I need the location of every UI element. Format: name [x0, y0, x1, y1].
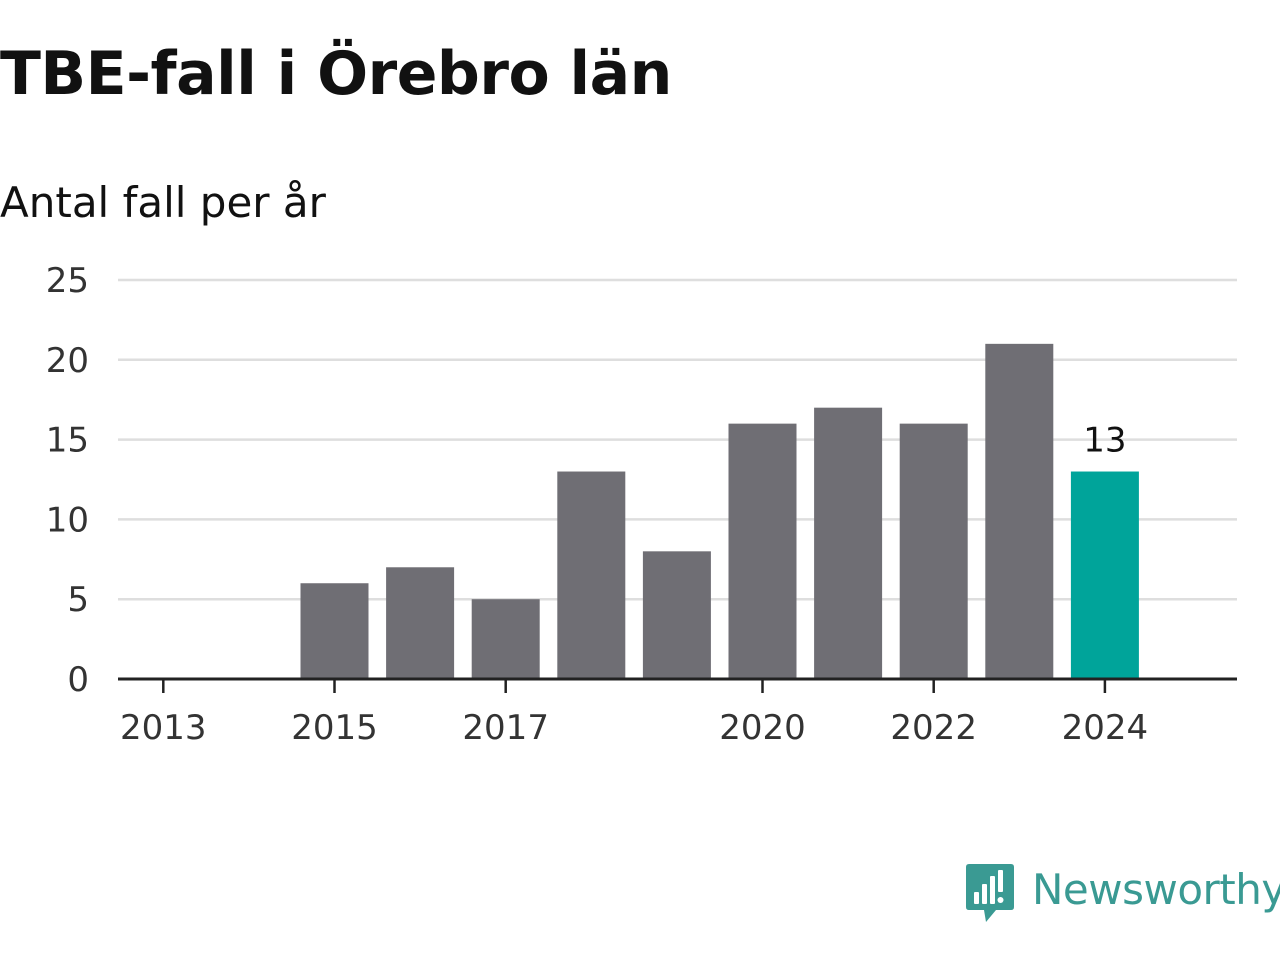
bar-2023	[985, 343, 1054, 679]
bars	[300, 343, 1139, 679]
x-tick-label: 2017	[462, 708, 549, 748]
y-tick-label: 5	[67, 580, 89, 620]
y-tick-label: 0	[67, 660, 89, 700]
y-tick-label: 20	[46, 341, 89, 381]
brand-name: Newsworthy	[1032, 865, 1280, 914]
x-tick-label: 2024	[1062, 708, 1149, 748]
bar-2017	[471, 599, 540, 679]
y-tick-label: 15	[46, 421, 89, 461]
bar-2020	[728, 423, 797, 679]
bar-2016	[386, 567, 455, 679]
chart-subtitle: Antal fall per år	[0, 178, 326, 227]
brand: Newsworthy	[964, 862, 1280, 928]
x-tick-label: 2022	[890, 708, 977, 748]
x-axis: 2013 2015 2017 2020 2022 2024	[118, 677, 1237, 748]
data-label-2024: 13	[1083, 421, 1126, 461]
x-tick-label: 2015	[291, 708, 378, 748]
bar-2022	[899, 423, 968, 679]
data-labels: 13	[1083, 421, 1126, 461]
x-tick-label: 2020	[719, 708, 806, 748]
bar-2021	[814, 407, 883, 679]
y-axis-ticks: 0 5 10 15 20 25	[46, 261, 89, 700]
y-tick-label: 25	[46, 261, 89, 301]
x-tick-label: 2013	[120, 708, 207, 748]
newsworthy-chart-bubble-icon	[966, 864, 1014, 922]
y-tick-label: 10	[46, 500, 89, 540]
chart-title: TBE-fall i Örebro län	[0, 39, 672, 109]
bar-2018	[557, 471, 626, 679]
bar-2015	[300, 583, 369, 679]
bar-2024	[1070, 471, 1139, 679]
bar-2019	[642, 551, 711, 679]
